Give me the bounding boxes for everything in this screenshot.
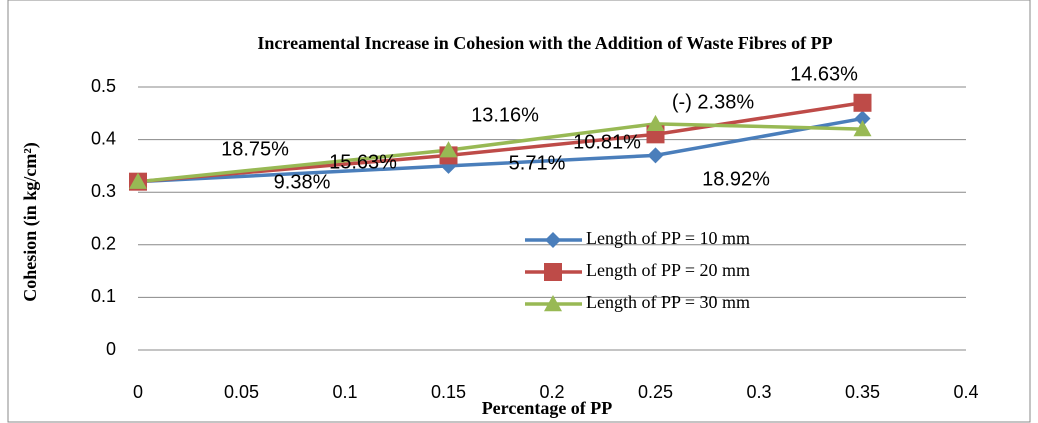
x-tick-label: 0.4 [953, 382, 978, 402]
y-tick-label: 0.5 [91, 76, 116, 96]
annotation: 15.63% [329, 151, 397, 173]
x-tick-label: 0 [133, 382, 143, 402]
legend-label: Length of PP = 20 mm [586, 260, 750, 280]
marker [439, 141, 458, 158]
annotation: 14.63% [790, 63, 858, 85]
annotation: 13.16% [471, 104, 539, 126]
x-tick-label: 0.35 [845, 382, 880, 402]
x-tick-label: 0.3 [746, 382, 771, 402]
y-tick-label: 0.2 [91, 234, 116, 254]
marker [854, 110, 871, 127]
legend-label: Length of PP = 30 mm [586, 292, 750, 312]
marker [853, 93, 872, 112]
y-axis-label: Cohesion (in kg/cm²) [20, 142, 41, 301]
y-tick-label: 0.4 [91, 128, 116, 148]
series-line [137, 122, 863, 184]
x-axis-label: Percentage of PP [482, 398, 613, 418]
x-tick-label: 0.15 [431, 382, 466, 402]
y-tick-label: 0.1 [91, 286, 116, 306]
marker [853, 120, 872, 137]
annotation: 18.75% [221, 138, 289, 160]
marker [544, 263, 562, 281]
series-line [137, 101, 863, 184]
marker [545, 232, 561, 248]
annotation: 5.71% [509, 152, 566, 174]
annotation: 10.81% [573, 131, 641, 153]
x-tick-label: 0.1 [332, 382, 357, 402]
annotation: (-) 2.38% [672, 91, 754, 113]
chart-title: Increamental Increase in Cohesion with t… [257, 33, 833, 53]
series-line [137, 116, 863, 184]
y-tick-label: 0.3 [91, 181, 116, 201]
annotation: 18.92% [702, 168, 770, 190]
x-tick-label: 0.2 [539, 382, 564, 402]
x-tick-label: 0.25 [638, 382, 673, 402]
marker [129, 172, 147, 189]
chart-border [7, 0, 1031, 423]
marker [544, 295, 562, 312]
legend-label: Length of PP = 10 mm [586, 228, 750, 248]
annotation: 9.38% [274, 171, 331, 193]
marker [646, 114, 665, 132]
y-tick-label: 0 [106, 339, 116, 359]
x-tick-label: 0.05 [224, 382, 259, 402]
marker [647, 147, 664, 164]
